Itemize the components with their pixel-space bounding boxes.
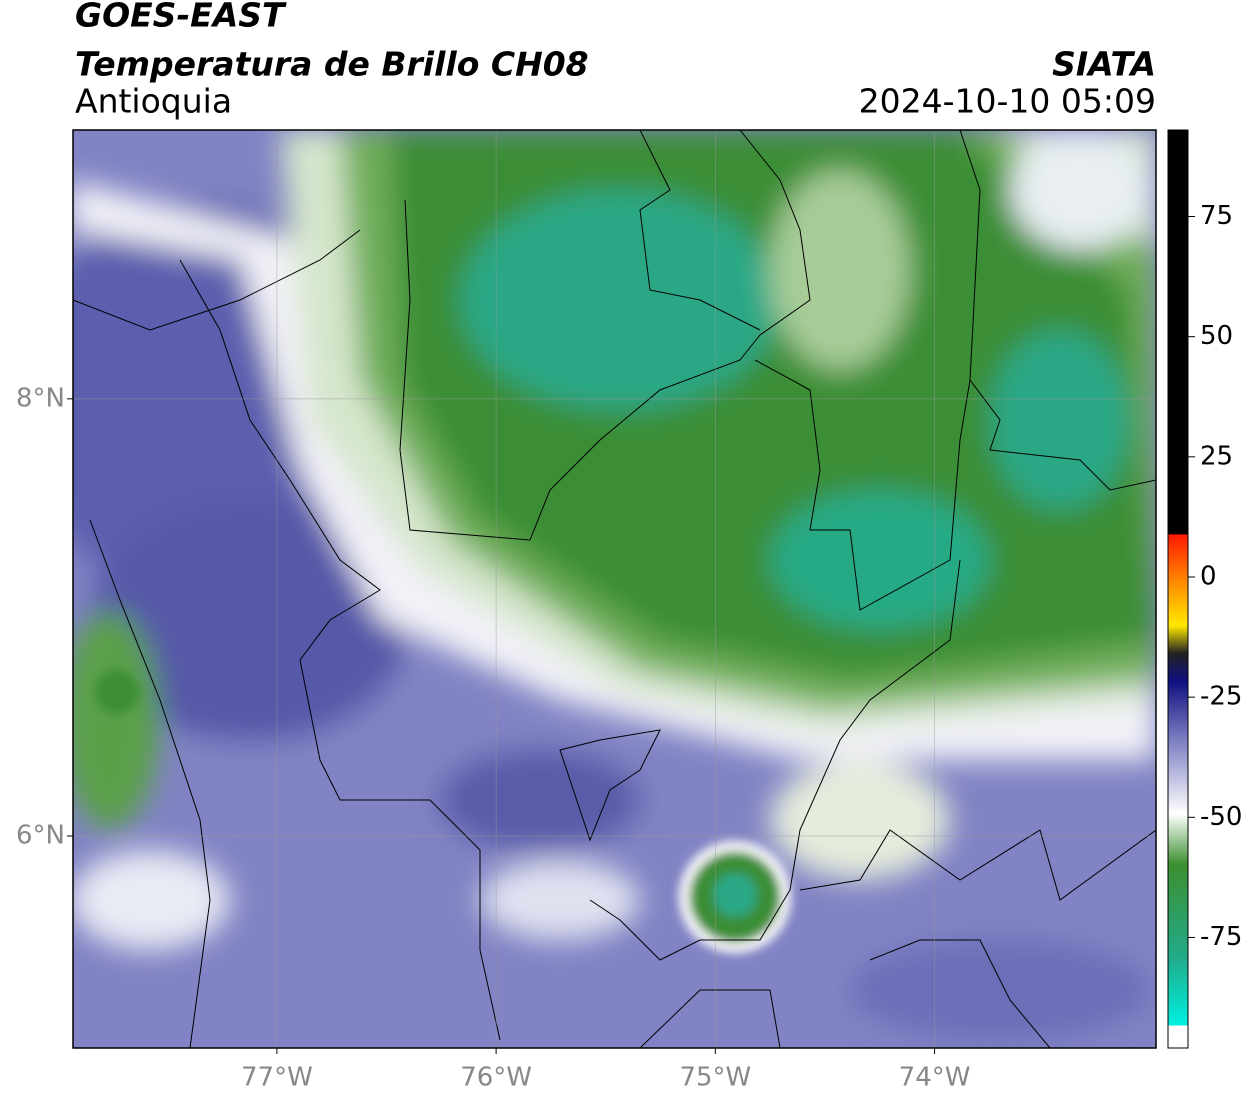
satellite-image: [73, 130, 1156, 1048]
colorbar: [1167, 129, 1189, 1049]
x-tick-label: 76°W: [460, 1063, 532, 1093]
colorbar-tick-label: -75: [1200, 922, 1242, 952]
source: SIATA: [1052, 45, 1156, 84]
title: GOES-EAST: [75, 0, 287, 35]
region: Antioquia: [75, 82, 232, 121]
colorbar-tick-label: 0: [1200, 561, 1217, 591]
x-tick-label: 77°W: [241, 1063, 313, 1093]
y-tick-label: 6°N: [16, 820, 65, 850]
map-frame: [72, 129, 1157, 1049]
colorbar-tick-label: -50: [1200, 802, 1242, 832]
subtitle: Temperatura de Brillo CH08: [75, 45, 589, 84]
x-tick-label: 74°W: [899, 1063, 971, 1093]
timestamp: 2024-10-10 05:09: [859, 82, 1156, 121]
colorbar-tick-label: 75: [1200, 201, 1233, 231]
colorbar-tick-label: -25: [1200, 682, 1242, 712]
colorbar-tick-label: 25: [1200, 441, 1233, 471]
x-tick-label: 75°W: [679, 1063, 751, 1093]
colorbar-tick-label: 50: [1200, 321, 1233, 351]
y-tick-label: 8°N: [16, 383, 65, 413]
